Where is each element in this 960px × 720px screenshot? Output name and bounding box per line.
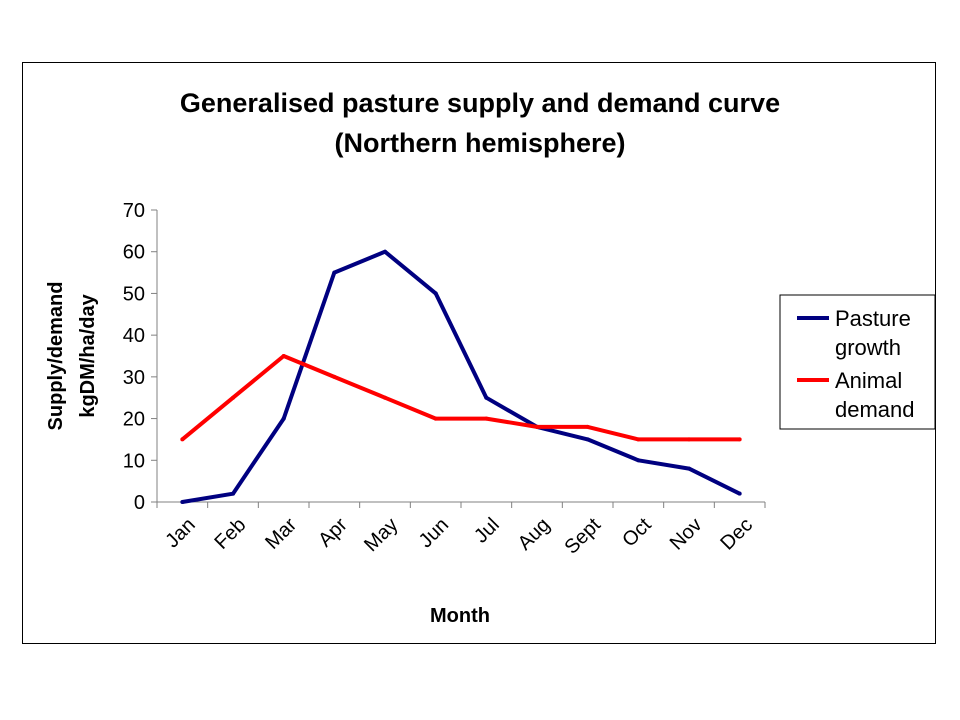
y-tick-label: 40 <box>123 325 145 347</box>
y-tick-label: 50 <box>123 283 145 305</box>
legend: Pasture growth Animal demand <box>779 294 936 430</box>
data-point <box>433 291 438 296</box>
data-point <box>180 437 185 442</box>
data-point <box>281 354 286 358</box>
y-tick-label: 70 <box>123 200 145 222</box>
animal-demand-line <box>181 354 740 442</box>
x-tick-label: Sept <box>560 514 605 559</box>
axes: 0 10 20 30 40 50 60 70 Jan Feb Mar Apr May Jun Jul Aug S… <box>123 200 766 559</box>
chart-title: Generalised pasture supply and demand cu… <box>180 88 780 118</box>
y-tick-label: 10 <box>123 450 145 472</box>
legend-label-animal-line1: Animal <box>835 368 902 393</box>
data-point <box>636 458 641 463</box>
data-point <box>737 491 742 496</box>
x-tick-label: May <box>360 514 402 556</box>
data-point <box>585 437 590 442</box>
data-point <box>180 500 185 504</box>
data-point <box>332 374 337 379</box>
data-point <box>383 249 387 254</box>
data-point <box>585 424 590 429</box>
legend-label-animal-line2: demand <box>835 397 915 422</box>
x-tick-label: Jul <box>470 514 504 548</box>
chart-subtitle: (Northern hemisphere) <box>334 128 625 158</box>
data-point <box>737 437 742 442</box>
x-tick-label: Oct <box>618 514 656 552</box>
legend-label-pasture-line2: growth <box>835 335 901 360</box>
data-point <box>231 395 235 400</box>
y-tick-label: 0 <box>134 492 145 514</box>
y-tick-label: 60 <box>123 242 145 264</box>
y-axis-label-line1: Supply/demand <box>45 282 67 431</box>
data-point <box>433 416 438 421</box>
data-point <box>383 395 387 400</box>
data-point <box>332 270 337 275</box>
data-point <box>636 437 641 442</box>
data-point <box>687 437 691 442</box>
x-tick-label: Nov <box>666 514 707 555</box>
y-axis-label: Supply/demand kgDM/ha/day <box>45 282 99 431</box>
data-point <box>484 395 489 400</box>
x-tick-label: Mar <box>261 514 301 554</box>
y-tick-label: 30 <box>123 367 145 389</box>
x-tick-label: Aug <box>514 514 555 555</box>
data-point <box>484 416 489 421</box>
legend-label-pasture-line1: Pasture <box>835 306 911 331</box>
x-tick-label: Feb <box>211 514 251 554</box>
y-tick-label: 20 <box>123 409 145 431</box>
data-point <box>535 424 539 429</box>
x-tick-label: Jun <box>415 514 453 552</box>
data-point <box>281 416 286 421</box>
x-tick-label: Apr <box>314 514 352 552</box>
x-tick-label: Dec <box>716 514 757 555</box>
series-layer <box>180 249 742 504</box>
x-axis-label: Month <box>430 605 490 627</box>
data-point <box>687 466 691 471</box>
pasture-growth-line <box>181 249 741 504</box>
data-point <box>231 491 235 496</box>
x-tick-label: Jan <box>161 514 199 552</box>
y-axis-label-line2: kgDM/ha/day <box>77 293 99 417</box>
